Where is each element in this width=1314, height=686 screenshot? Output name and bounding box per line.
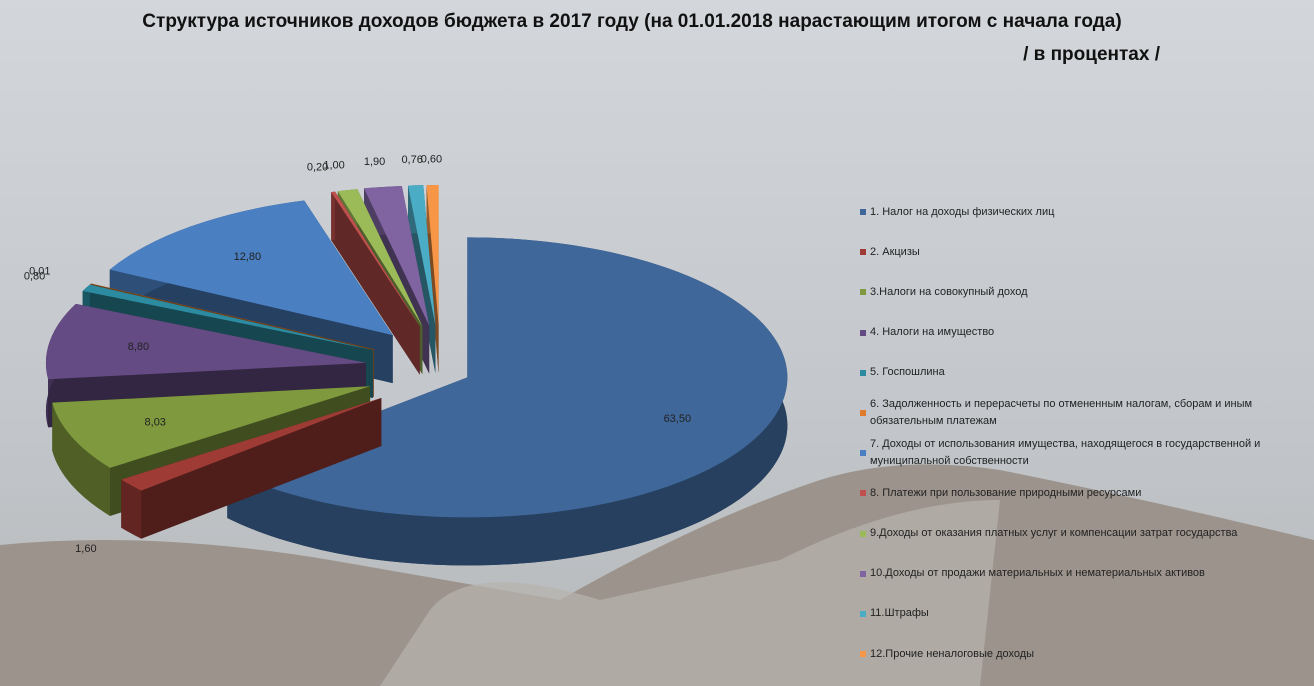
legend-marker [860, 570, 866, 577]
legend-label: 9.Доходы от оказания платных услуг и ком… [870, 527, 1238, 540]
slice-top [364, 185, 430, 326]
data-label: 0,20 [307, 162, 328, 174]
slice-side [335, 191, 420, 375]
legend-marker [860, 329, 866, 336]
legend-marker [860, 490, 866, 497]
legend-label: 10.Доходы от продажи материальных и нема… [870, 567, 1205, 580]
slice-top [331, 191, 420, 327]
slice-top [90, 283, 374, 349]
legend-item: 1. Налог на доходы физических лиц [860, 192, 1300, 232]
data-label: 1,90 [364, 156, 385, 168]
data-label: 63,50 [664, 413, 692, 425]
data-label: 8,80 [128, 341, 149, 353]
data-label: 8,03 [145, 417, 166, 429]
legend-label: 8. Платежи при пользование природными ре… [870, 486, 1142, 499]
legend-label: 5. Госпошлина [870, 366, 945, 379]
data-label: 12,80 [234, 251, 262, 263]
slice-wall [331, 191, 336, 241]
legend-marker [860, 410, 866, 417]
legend-label: 11.Штрафы [870, 607, 929, 620]
slice-wall [227, 237, 788, 566]
legend-item: 2. Акцизы [860, 232, 1300, 272]
legend-item: 6. Задолженность и перерасчеты по отмене… [860, 393, 1300, 433]
data-label: 0,60 [421, 154, 442, 166]
slice-top [52, 386, 371, 468]
legend-marker [860, 610, 866, 617]
legend-label: 12.Прочие неналоговые доходы [870, 647, 1035, 660]
slice-top [408, 185, 436, 326]
slice-top [121, 398, 382, 491]
legend-item: 12.Прочие неналоговые доходы [860, 634, 1300, 674]
data-label: 0,80 [24, 270, 45, 282]
road [380, 500, 1000, 686]
legend-marker [860, 249, 866, 256]
legend-marker [860, 530, 866, 537]
slice-top [337, 189, 423, 327]
legend-label: 3.Налоги на совокупный доход [870, 285, 1028, 298]
slice-side [121, 398, 382, 528]
legend-marker [860, 450, 866, 457]
slice-top [45, 303, 366, 380]
slice-top [109, 200, 393, 336]
legend-label: 6. Задолженность и перерасчеты по отмене… [870, 398, 1253, 428]
legend-marker [860, 209, 866, 216]
pie-slice [331, 191, 420, 375]
legend-item: 10.Доходы от продажи материальных и нема… [860, 554, 1300, 594]
chart-subtitle: / в процентах / [1023, 44, 1161, 65]
data-label: 1,00 [323, 160, 344, 172]
legend-item: 3.Налоги на совокупный доход [860, 272, 1300, 312]
data-label: 0,76 [401, 154, 422, 166]
data-label: 1,60 [75, 543, 96, 555]
slice-wall [121, 479, 142, 539]
data-label: 0,01 [29, 266, 50, 278]
legend-marker [860, 651, 866, 658]
slice-wall [52, 402, 111, 516]
legend-item: 5. Госпошлина [860, 353, 1300, 393]
legend-label: 7. Доходы от использования имущества, на… [870, 438, 1261, 468]
legend-item: 9.Доходы от оказания платных услуг и ком… [860, 514, 1300, 554]
pie-slice [426, 185, 439, 374]
slice-top [82, 284, 373, 350]
legend-item: 11.Штрафы [860, 594, 1300, 634]
legend-label: 1. Налог на доходы физических лиц [870, 205, 1055, 218]
legend-label: 4. Налоги на имущество [870, 326, 995, 339]
legend-label: 2. Акцизы [870, 245, 920, 258]
pie-slice [121, 398, 382, 539]
slice-top [426, 185, 439, 326]
legend-marker [860, 369, 866, 376]
legend-item: 4. Налоги на имущество [860, 313, 1300, 353]
legend-item: 8. Платежи при пользование природными ре… [860, 473, 1300, 513]
legend-marker [860, 289, 866, 296]
legend: 1. Налог на доходы физических лиц 2. Акци… [860, 192, 1300, 674]
chart-title: Структура источников доходов бюджета в 2… [142, 11, 1121, 32]
legend-item: 7. Доходы от использования имущества, на… [860, 433, 1300, 473]
